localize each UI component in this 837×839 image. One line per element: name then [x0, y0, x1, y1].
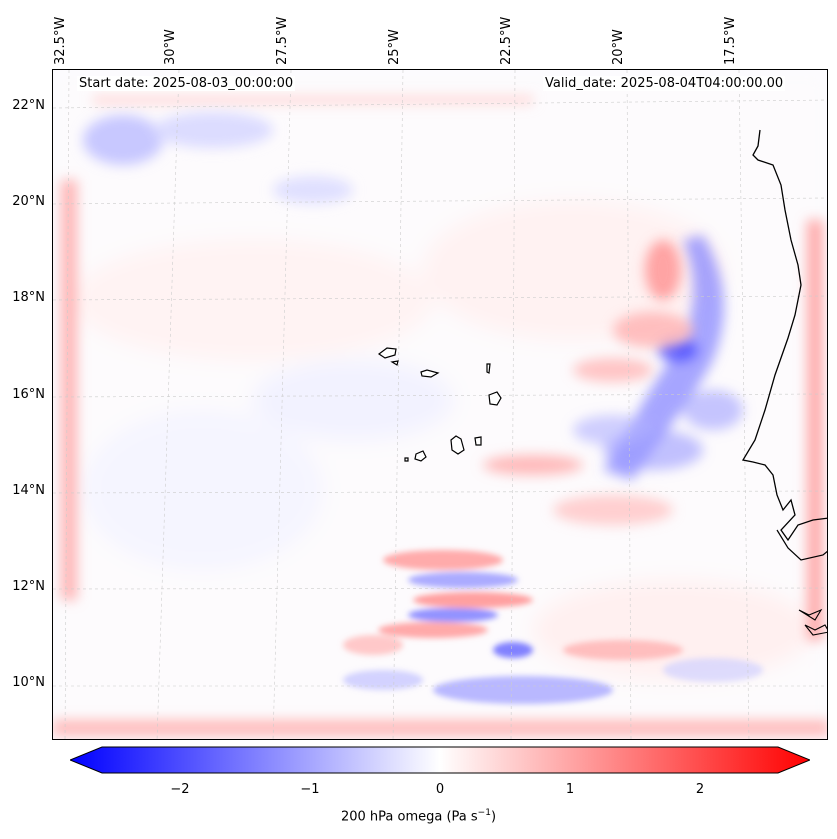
lon-label-25w: 25°W: [387, 29, 402, 65]
colorbar-tick-1: 1: [565, 782, 575, 797]
african-coastline: [741, 129, 827, 542]
lat-label-12n: 12°N: [12, 579, 45, 594]
right-red-streaks: [483, 240, 693, 525]
colorbar: [68, 745, 812, 775]
lon-label-20w: 20°W: [611, 29, 626, 65]
top-left-blue: [83, 112, 353, 204]
lat-label-10n: 10°N: [12, 675, 45, 690]
lon-label-22-5w: 22.5°W: [499, 16, 514, 65]
colorbar-tick-neg1: −1: [300, 782, 320, 797]
southern-convection: [343, 550, 763, 704]
lon-label-32-5w: 32.5°W: [53, 16, 68, 65]
valid-date-label: Valid_date: 2025-08-04T04:00:00.00: [543, 76, 786, 91]
colorbar-label: 200 hPa omega (Pa s−1): [340, 808, 497, 825]
boundary-strips: [53, 96, 827, 736]
lat-label-18n: 18°N: [12, 290, 45, 305]
lat-label-22n: 22°N: [12, 98, 45, 113]
bissagos-islands: [798, 608, 827, 636]
lat-label-20n: 20°N: [12, 194, 45, 209]
lon-label-27-5w: 27.5°W: [275, 16, 290, 65]
start-date-label: Start date: 2025-08-03_00:00:00: [77, 76, 296, 91]
lon-label-30w: 30°W: [163, 29, 178, 65]
lat-label-16n: 16°N: [12, 387, 45, 402]
map-plot-area[interactable]: [52, 69, 828, 740]
cape-verde-islands: [377, 347, 502, 462]
graticule: [53, 70, 827, 739]
colorbar-graphic: [68, 746, 812, 774]
colorbar-tick-2: 2: [695, 782, 705, 797]
omega-field: [53, 70, 827, 739]
colorbar-tick-neg2: −2: [170, 782, 190, 797]
coastline-guinea: [776, 529, 827, 561]
right-blue-band: [573, 235, 743, 480]
colorbar-tick-0: 0: [435, 782, 445, 797]
lat-label-14n: 14°N: [12, 483, 45, 498]
lon-label-17-5w: 17.5°W: [723, 16, 738, 65]
